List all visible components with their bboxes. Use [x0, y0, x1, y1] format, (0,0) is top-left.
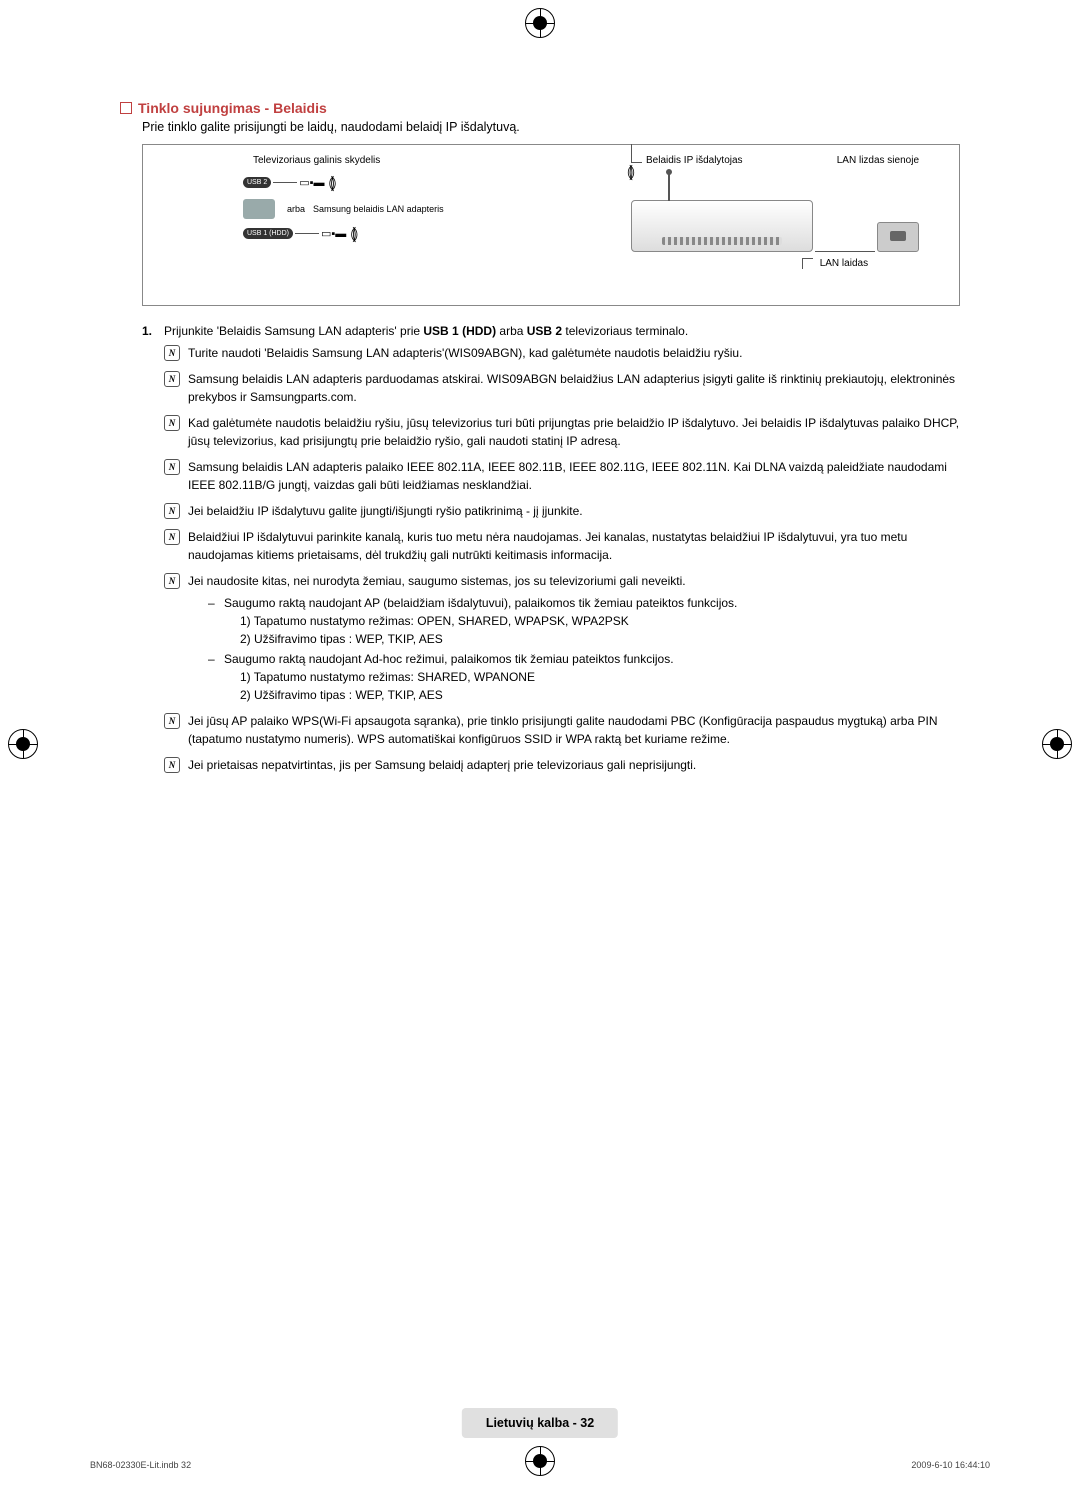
step-1: 1. Prijunkite 'Belaidis Samsung LAN adap… — [142, 322, 960, 774]
section-title-text: Tinklo sujungimas - Belaidis — [138, 100, 327, 116]
diagram-router-side: ⦅⦆ Belaidis IP išdalytojas LAN lizdas si… — [623, 155, 919, 269]
note-text: Kad galėtumėte naudotis belaidžiu ryšiu,… — [188, 416, 959, 448]
note-item: N Turite naudoti 'Belaidis Samsung LAN ad… — [164, 344, 960, 362]
note-icon: N — [164, 345, 180, 361]
sub-text: Saugumo raktą naudojant Ad-hoc režimui, … — [224, 652, 674, 666]
section-title: Tinklo sujungimas - Belaidis — [120, 100, 960, 116]
registration-mark-right — [1042, 729, 1072, 759]
sub-num-line: 2) Užšifravimo tipas : WEP, TKIP, AES — [240, 686, 960, 704]
sub-dash-item: Saugumo raktą naudojant AP (belaidžiam i… — [208, 594, 960, 648]
usb2-row: USB 2 ▭▪▬ ⦅⦆ — [243, 172, 563, 193]
lan-laidas-label: LAN laidas — [820, 258, 868, 269]
usb1-port-icon: USB 1 (HDD) — [243, 228, 293, 239]
note-item: N Jei jūsų AP palaiko WPS(Wi-Fi apsaugota… — [164, 712, 960, 748]
note-text: Turite naudoti 'Belaidis Samsung LAN ada… — [188, 346, 742, 360]
note-icon: N — [164, 503, 180, 519]
instructions-block: 1. Prijunkite 'Belaidis Samsung LAN adap… — [142, 322, 960, 774]
page-content: Tinklo sujungimas - Belaidis Prie tinklo… — [120, 100, 960, 782]
note-item: N Samsung belaidis LAN adapteris palaiko … — [164, 458, 960, 494]
lan-sienoje-label: LAN lizdas sienoje — [837, 155, 919, 166]
note-text: Jei naudosite kitas, nei nurodyta žemiau… — [188, 574, 686, 588]
belaidis-ip-label: Belaidis IP išdalytojas — [646, 155, 743, 166]
cable-line — [295, 233, 319, 234]
note-list: N Turite naudoti 'Belaidis Samsung LAN ad… — [164, 344, 960, 774]
doc-meta-right: 2009-6-10 16:44:10 — [911, 1460, 990, 1470]
note-text: Jei prietaisas nepatvirtintas, jis per S… — [188, 758, 696, 772]
wifi-waves-icon: ⦅⦆ — [350, 223, 354, 244]
section-bullet-icon — [120, 102, 132, 114]
note-text: Samsung belaidis LAN adapteris palaiko I… — [188, 460, 947, 492]
step-number: 1. — [142, 322, 152, 340]
note-icon: N — [164, 415, 180, 431]
router-icon — [631, 180, 813, 252]
sub-dash-item: Saugumo raktą naudojant Ad-hoc režimui, … — [208, 650, 960, 704]
note-text: Jei jūsų AP palaiko WPS(Wi-Fi apsaugota … — [188, 714, 937, 746]
wall-lan-port-icon — [877, 222, 919, 252]
note-text: Belaidžiui IP išdalytuvui parinkite kana… — [188, 530, 907, 562]
doc-meta-left: BN68-02330E-Lit.indb 32 — [90, 1460, 191, 1470]
note-item: N Jei naudosite kitas, nei nurodyta žemia… — [164, 572, 960, 704]
sub-num-line: 2) Užšifravimo tipas : WEP, TKIP, AES — [240, 630, 960, 648]
sub-num-line: 1) Tapatumo nustatymo režimas: SHARED, W… — [240, 668, 960, 686]
note-item: N Samsung belaidis LAN adapteris parduoda… — [164, 370, 960, 406]
registration-mark-left — [8, 729, 38, 759]
cable-line — [273, 182, 297, 183]
usb1-row: USB 1 (HDD) ▭▪▬ ⦅⦆ — [243, 223, 563, 244]
page-footer: Lietuvių kalba - 32 — [462, 1408, 618, 1438]
note-text: Samsung belaidis LAN adapteris parduodam… — [188, 372, 955, 404]
usb2-port-icon: USB 2 — [243, 177, 271, 188]
note-icon: N — [164, 529, 180, 545]
note-item: N Kad galėtumėte naudotis belaidžiu ryšiu… — [164, 414, 960, 450]
arba-label: arba — [287, 204, 305, 214]
sub-text: Saugumo raktą naudojant AP (belaidžiam i… — [224, 596, 737, 610]
usb-plug-icon: ▭▪▬ — [321, 227, 346, 240]
note-icon: N — [164, 573, 180, 589]
note-icon: N — [164, 757, 180, 773]
diagram-tv-side: Televizoriaus galinis skydelis USB 2 ▭▪▬… — [243, 155, 563, 250]
note-item: N Belaidžiui IP išdalytuvui parinkite kan… — [164, 528, 960, 564]
note-icon: N — [164, 371, 180, 387]
note-item: N Jei belaidžiu IP išdalytuvu galite įjun… — [164, 502, 960, 520]
lan-cable-line — [815, 251, 875, 252]
wireless-diagram: Televizoriaus galinis skydelis USB 2 ▭▪▬… — [142, 144, 960, 306]
registration-mark-top — [525, 8, 555, 38]
intro-text: Prie tinklo galite prisijungti be laidų,… — [142, 120, 960, 134]
note-icon: N — [164, 713, 180, 729]
usb-plug-icon: ▭▪▬ — [299, 176, 324, 189]
audio-port-icon — [243, 199, 275, 219]
note-icon: N — [164, 459, 180, 475]
step-1-text: Prijunkite 'Belaidis Samsung LAN adapter… — [164, 324, 688, 338]
registration-mark-bottom — [525, 1446, 555, 1476]
tv-panel-label: Televizoriaus galinis skydelis — [253, 155, 563, 166]
note-text: Jei belaidžiu IP išdalytuvu galite įjung… — [188, 504, 583, 518]
note-item: N Jei prietaisas nepatvirtintas, jis per … — [164, 756, 960, 774]
lan-adapter-label: Samsung belaidis LAN adapteris — [313, 204, 444, 215]
sub-num-line: 1) Tapatumo nustatymo režimas: OPEN, SHA… — [240, 612, 960, 630]
wifi-waves-icon: ⦅⦆ — [329, 172, 333, 193]
